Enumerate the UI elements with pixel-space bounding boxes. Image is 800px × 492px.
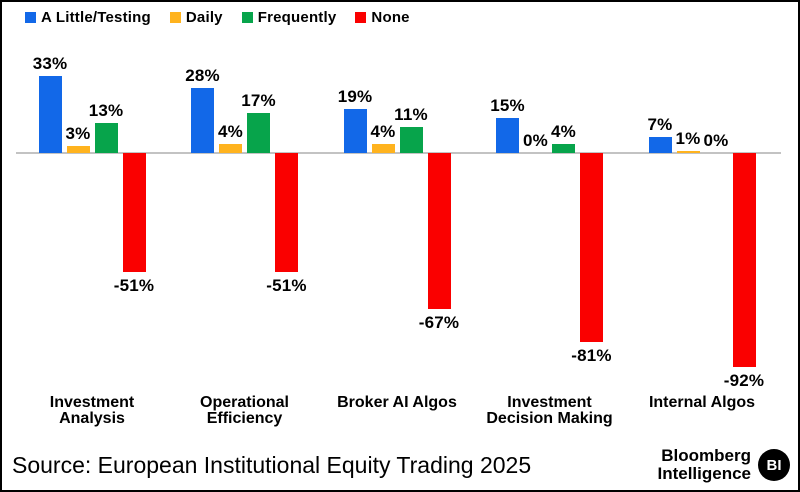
- bar-daily-investment: [66, 146, 90, 153]
- brand-block: Bloomberg Intelligence BI: [657, 447, 790, 483]
- bar-none-broker-ai-algos: [427, 153, 451, 309]
- source-text: Source: European Institutional Equity Tr…: [12, 451, 532, 478]
- bar-frequently-broker-ai-algos: [399, 127, 423, 153]
- bar-frequently-investment: [552, 144, 575, 153]
- value-label: 0%: [523, 131, 548, 150]
- category-label-operational: Operational Efficiency: [200, 394, 289, 427]
- bar-none-internal-algos: [732, 153, 756, 367]
- value-label: 33%: [32, 54, 68, 73]
- value-label: 19%: [337, 87, 373, 106]
- category-label-internal-algos: Internal Algos: [648, 394, 756, 411]
- bar-a-little-testing-internal-algos: [648, 137, 672, 153]
- bar-a-little-testing-operational: [191, 88, 214, 153]
- value-label: 7%: [647, 115, 673, 134]
- legend-swatch-icon: [241, 12, 253, 23]
- bar-daily-internal-algos: [676, 151, 700, 153]
- legend-label: Frequently: [257, 9, 337, 26]
- legend: A Little/Testing Daily Frequently None: [25, 9, 410, 26]
- brand-line1: Bloomberg: [661, 446, 751, 465]
- bar-frequently-investment: [94, 123, 118, 153]
- value-label: 17%: [241, 91, 276, 110]
- legend-item-frequently: Frequently: [241, 9, 337, 26]
- value-label: -81%: [571, 346, 612, 365]
- value-label: -67%: [418, 313, 460, 332]
- legend-swatch-icon: [25, 12, 36, 23]
- value-label: -51%: [266, 276, 307, 295]
- legend-item-daily: Daily: [169, 9, 223, 26]
- value-label: 3%: [65, 124, 91, 143]
- value-label: -92%: [723, 371, 765, 390]
- x-axis-line: [16, 152, 781, 154]
- category-label-investment: Investment Analysis: [49, 394, 135, 427]
- bar-frequently-operational: [247, 113, 270, 153]
- bar-daily-operational: [219, 144, 242, 153]
- bar-a-little-testing-investment: [496, 118, 519, 153]
- bar-a-little-testing-broker-ai-algos: [343, 109, 367, 153]
- footer: Source: European Institutional Equity Tr…: [12, 444, 790, 486]
- bloomberg-intelligence-logo-icon: BI: [758, 449, 790, 481]
- legend-label: Daily: [185, 9, 223, 26]
- value-label: -51%: [113, 276, 155, 295]
- bar-none-investment: [122, 153, 146, 272]
- value-label: 4%: [551, 122, 576, 141]
- brand-line2: Intelligence: [657, 464, 751, 483]
- value-label: 0%: [703, 131, 729, 150]
- plot-area: 33% 3% 13% -51% Investment Analysis 28% 4% 17% -…: [16, 54, 783, 435]
- bar-a-little-testing-investment: [38, 76, 62, 153]
- bar-none-operational: [275, 153, 298, 272]
- category-label-investment: Investment Decision Making: [486, 394, 613, 427]
- legend-item-a-little-testing: A Little/Testing: [25, 9, 151, 26]
- value-label: 28%: [185, 66, 220, 85]
- legend-swatch-icon: [355, 12, 367, 23]
- bar-daily-broker-ai-algos: [371, 144, 395, 153]
- legend-swatch-icon: [169, 12, 181, 23]
- legend-label: A Little/Testing: [41, 9, 151, 26]
- value-label: 4%: [370, 122, 396, 141]
- legend-item-none: None: [355, 9, 410, 26]
- bar-none-investment: [580, 153, 603, 342]
- legend-label: None: [371, 9, 410, 26]
- brand-name: Bloomberg Intelligence: [657, 447, 751, 483]
- value-label: 1%: [675, 129, 701, 148]
- category-label-broker-ai-algos: Broker AI Algos: [337, 394, 457, 411]
- value-label: 4%: [218, 122, 243, 141]
- value-label: 15%: [490, 96, 525, 115]
- value-label: 11%: [394, 105, 428, 124]
- value-label: 13%: [88, 101, 124, 120]
